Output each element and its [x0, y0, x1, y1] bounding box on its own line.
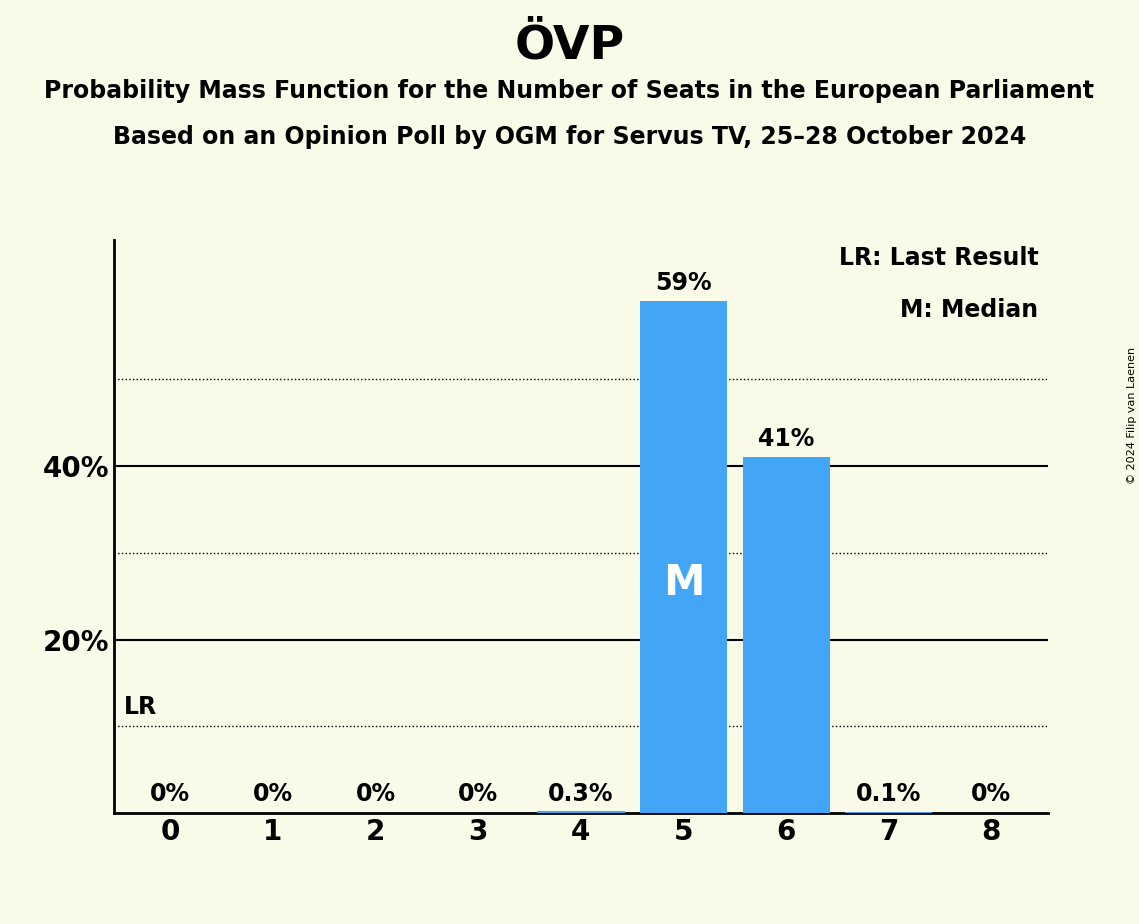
Text: 0.3%: 0.3%	[548, 783, 614, 806]
Text: Based on an Opinion Poll by OGM for Servus TV, 25–28 October 2024: Based on an Opinion Poll by OGM for Serv…	[113, 125, 1026, 149]
Text: 0%: 0%	[253, 783, 293, 806]
Text: 0%: 0%	[150, 783, 190, 806]
Text: LR: Last Result: LR: Last Result	[838, 246, 1039, 270]
Text: 0%: 0%	[355, 783, 395, 806]
Text: M: Median: M: Median	[901, 298, 1039, 322]
Bar	[538, 810, 624, 813]
Text: 59%: 59%	[655, 271, 712, 295]
Text: Probability Mass Function for the Number of Seats in the European Parliament: Probability Mass Function for the Number…	[44, 79, 1095, 103]
Bar	[640, 301, 727, 813]
Text: ÖVP: ÖVP	[515, 23, 624, 68]
Text: 0%: 0%	[458, 783, 499, 806]
Text: M: M	[663, 562, 704, 603]
Text: 0%: 0%	[972, 783, 1011, 806]
Text: 41%: 41%	[757, 427, 814, 451]
Text: 0.1%: 0.1%	[857, 783, 921, 806]
Text: LR: LR	[124, 696, 157, 720]
Text: © 2024 Filip van Laenen: © 2024 Filip van Laenen	[1126, 347, 1137, 484]
Bar	[743, 457, 830, 813]
